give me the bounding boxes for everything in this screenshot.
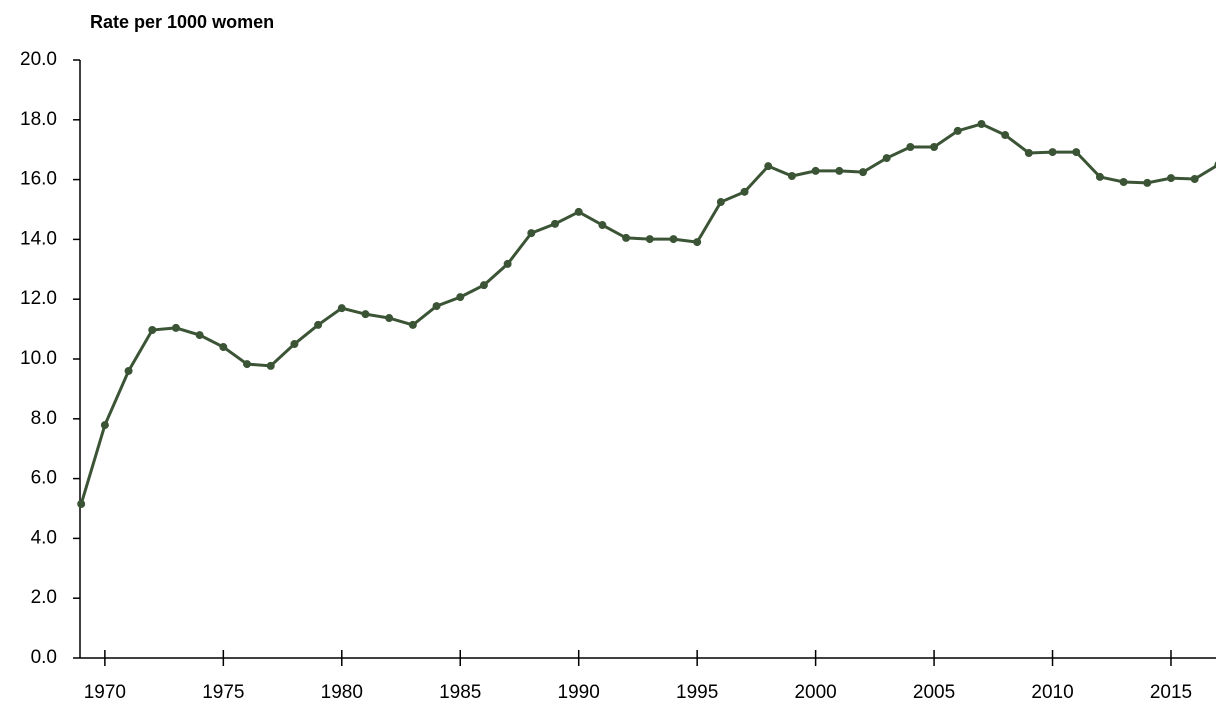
point <box>479 281 488 290</box>
point <box>693 238 702 247</box>
point <box>645 235 654 244</box>
point <box>1119 177 1128 186</box>
y-tick-label: 8.0 <box>31 408 57 429</box>
point <box>551 219 560 228</box>
point <box>432 302 441 311</box>
point <box>1048 148 1057 157</box>
point <box>1001 131 1010 140</box>
point <box>361 310 370 319</box>
point <box>314 320 323 329</box>
point <box>77 500 86 509</box>
y-tick-label: 16.0 <box>20 169 57 190</box>
point <box>1143 178 1152 187</box>
y-tick-label: 0.0 <box>31 647 57 668</box>
point <box>456 293 465 302</box>
x-tick-label: 1995 <box>676 682 718 703</box>
x-tick-label: 2015 <box>1150 682 1192 703</box>
point <box>622 233 631 242</box>
point <box>574 207 583 216</box>
x-tick-label: 1985 <box>439 682 481 703</box>
point <box>1166 174 1175 183</box>
point <box>503 259 512 268</box>
point <box>740 187 749 196</box>
point <box>527 229 536 238</box>
x-tick-label: 1990 <box>558 682 600 703</box>
y-tick-label: 14.0 <box>20 228 57 249</box>
point <box>1190 175 1199 184</box>
x-tick-label: 1970 <box>84 682 126 703</box>
point <box>1095 172 1104 181</box>
y-tick-label: 10.0 <box>20 348 57 369</box>
line <box>79 122 1216 505</box>
point <box>195 331 204 340</box>
x-tick-label: 2010 <box>1031 682 1073 703</box>
x-tick-label: 2000 <box>794 682 836 703</box>
point <box>835 166 844 175</box>
point <box>385 314 394 323</box>
point <box>882 154 891 163</box>
point <box>243 360 252 369</box>
point <box>171 323 180 332</box>
point <box>1072 148 1081 157</box>
point <box>953 126 962 135</box>
y-tick-label: 18.0 <box>20 109 57 130</box>
y-tick-label: 4.0 <box>31 527 57 548</box>
point <box>408 320 417 329</box>
point <box>337 304 346 313</box>
point <box>716 198 725 207</box>
point <box>977 119 986 128</box>
point <box>124 366 133 375</box>
point <box>811 166 820 175</box>
x-tick-label: 1980 <box>321 682 363 703</box>
point <box>858 168 867 177</box>
point <box>290 340 299 349</box>
point <box>598 221 607 230</box>
axis-title: Rate per 1000 women <box>90 12 274 32</box>
point <box>787 172 796 181</box>
point <box>669 235 678 244</box>
y-tick-label: 2.0 <box>31 587 57 608</box>
y-tick-label: 6.0 <box>31 468 57 489</box>
point <box>148 325 157 334</box>
point <box>764 162 773 171</box>
point <box>219 343 228 352</box>
y-tick-label: 12.0 <box>20 288 57 309</box>
point <box>906 143 915 152</box>
point <box>100 421 109 430</box>
x-tick-label: 2005 <box>913 682 955 703</box>
x-tick-label: 1975 <box>202 682 244 703</box>
point <box>1024 148 1033 157</box>
y-tick-label: 20.0 <box>20 49 57 70</box>
point <box>930 143 939 152</box>
point <box>266 361 275 370</box>
